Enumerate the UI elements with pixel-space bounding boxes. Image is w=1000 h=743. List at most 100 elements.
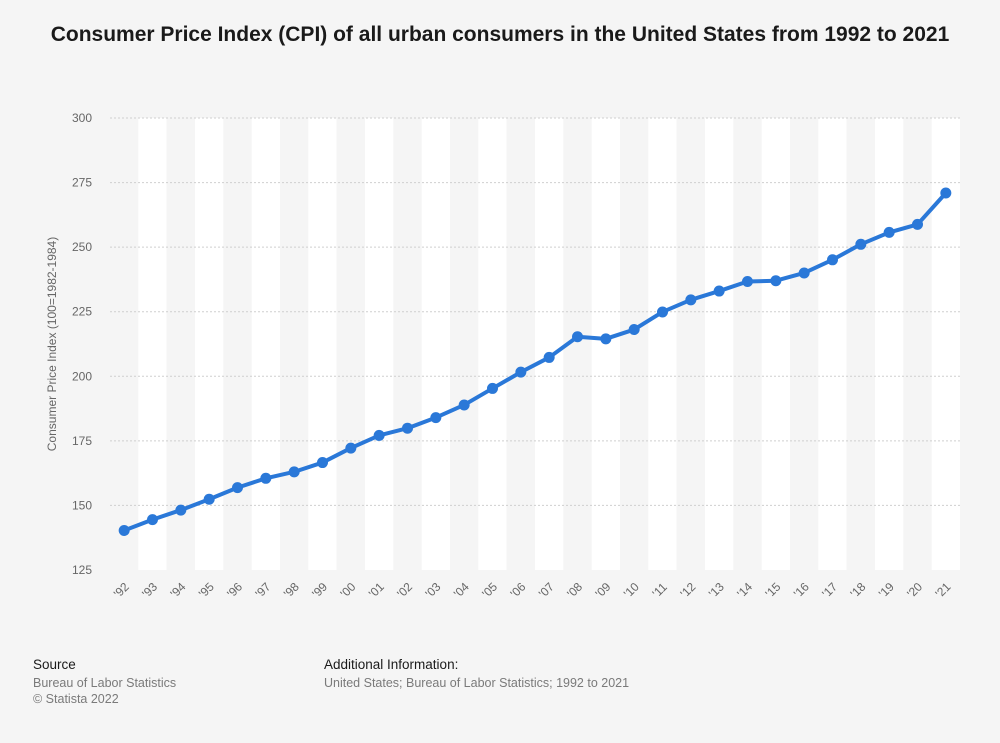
x-tick-label: '02 (394, 579, 415, 600)
y-tick-label: 125 (72, 563, 92, 577)
plot-band (308, 118, 337, 570)
x-tick-label: '12 (678, 579, 699, 600)
data-point (402, 422, 413, 434)
x-tick-label: '96 (224, 579, 245, 600)
plot-band (506, 118, 535, 570)
data-point (685, 294, 697, 306)
x-tick-label: '13 (706, 579, 727, 600)
x-tick-label: '95 (196, 579, 217, 600)
plot-band (931, 118, 960, 570)
x-tick-label: '07 (536, 579, 557, 600)
plot-band (846, 118, 875, 570)
data-point (742, 275, 753, 287)
x-tick-label: '98 (281, 579, 302, 600)
data-point (912, 218, 923, 230)
x-tick-label: '00 (338, 579, 359, 600)
plot-band (138, 118, 167, 570)
additional-info-line: United States; Bureau of Labor Statistic… (324, 676, 630, 690)
plot-band (705, 118, 734, 570)
x-tick-label: '97 (253, 579, 274, 600)
data-point (713, 285, 725, 297)
plot-band (280, 118, 309, 570)
data-point (940, 187, 952, 199)
data-point (770, 275, 782, 287)
plot-band (535, 118, 564, 570)
plot-band (223, 118, 252, 570)
data-point (572, 331, 583, 343)
plot-band (733, 118, 762, 570)
data-point (430, 412, 442, 424)
data-point (628, 324, 640, 336)
plot-band (620, 118, 649, 570)
additional-info-heading: Additional Information: (324, 657, 459, 672)
data-point (487, 382, 498, 394)
x-tick-label: '14 (734, 579, 755, 600)
y-tick-label: 300 (72, 111, 92, 125)
plot-band (903, 118, 932, 570)
data-point (657, 306, 668, 318)
data-point (883, 226, 895, 238)
y-tick-label: 250 (72, 240, 92, 254)
x-tick-label: '01 (366, 579, 387, 600)
x-tick-label: '06 (508, 579, 529, 600)
plot-band (478, 118, 507, 570)
x-tick-label: '08 (564, 579, 585, 600)
data-point (855, 238, 867, 250)
plot-band (818, 118, 847, 570)
chart-title: Consumer Price Index (CPI) of all urban … (50, 23, 950, 46)
plot-band (421, 118, 450, 570)
data-point (317, 457, 328, 469)
x-tick-label: '10 (621, 579, 642, 600)
data-point (543, 351, 555, 363)
x-tick-label: '04 (451, 579, 472, 600)
x-tick-label: '99 (309, 579, 330, 600)
x-tick-label: '16 (791, 579, 812, 600)
source-line: Bureau of Labor Statistics (33, 676, 177, 690)
data-point (118, 524, 130, 536)
x-tick-label: '19 (876, 579, 897, 600)
data-point (515, 366, 527, 378)
data-point (203, 493, 215, 505)
y-axis-label: Consumer Price Index (100=1982-1984) (45, 237, 59, 451)
x-tick-label: '09 (593, 579, 614, 600)
x-tick-label: '21 (933, 579, 954, 600)
data-point (175, 504, 187, 516)
additional-info-block: Additional Information: United States; B… (324, 657, 629, 691)
plot-band (790, 118, 819, 570)
data-point (827, 254, 838, 266)
plot-band (875, 118, 904, 570)
plot-band (336, 118, 365, 570)
plot-band (648, 118, 677, 570)
x-tick-label: '17 (819, 579, 840, 600)
x-tick-label: '15 (763, 579, 784, 600)
x-tick-label: '11 (650, 580, 671, 601)
plot-band (761, 118, 790, 570)
x-tick-label: '93 (139, 579, 160, 600)
data-point (260, 472, 272, 484)
data-point (147, 514, 158, 526)
plot-band (251, 118, 280, 570)
y-tick-label: 225 (72, 305, 92, 319)
plot-band (450, 118, 479, 570)
x-tick-label: '20 (904, 579, 925, 600)
plot-band (365, 118, 394, 570)
data-point (798, 267, 810, 279)
y-tick-label: 200 (72, 369, 92, 383)
x-tick-label: '18 (848, 579, 869, 600)
y-tick-label: 150 (72, 498, 92, 512)
plot-band (676, 118, 705, 570)
data-point (373, 429, 385, 441)
plot-band (393, 118, 422, 570)
plot-band (110, 118, 139, 570)
data-point (232, 482, 243, 494)
y-tick-label: 175 (72, 434, 92, 448)
x-tick-label: '92 (111, 579, 132, 600)
data-point (600, 333, 612, 345)
source-heading: Source (33, 657, 76, 672)
data-point (288, 466, 300, 478)
x-tick-label: '05 (479, 579, 500, 600)
data-point (345, 442, 357, 454)
data-point (458, 399, 470, 411)
x-tick-label: '03 (423, 579, 444, 600)
